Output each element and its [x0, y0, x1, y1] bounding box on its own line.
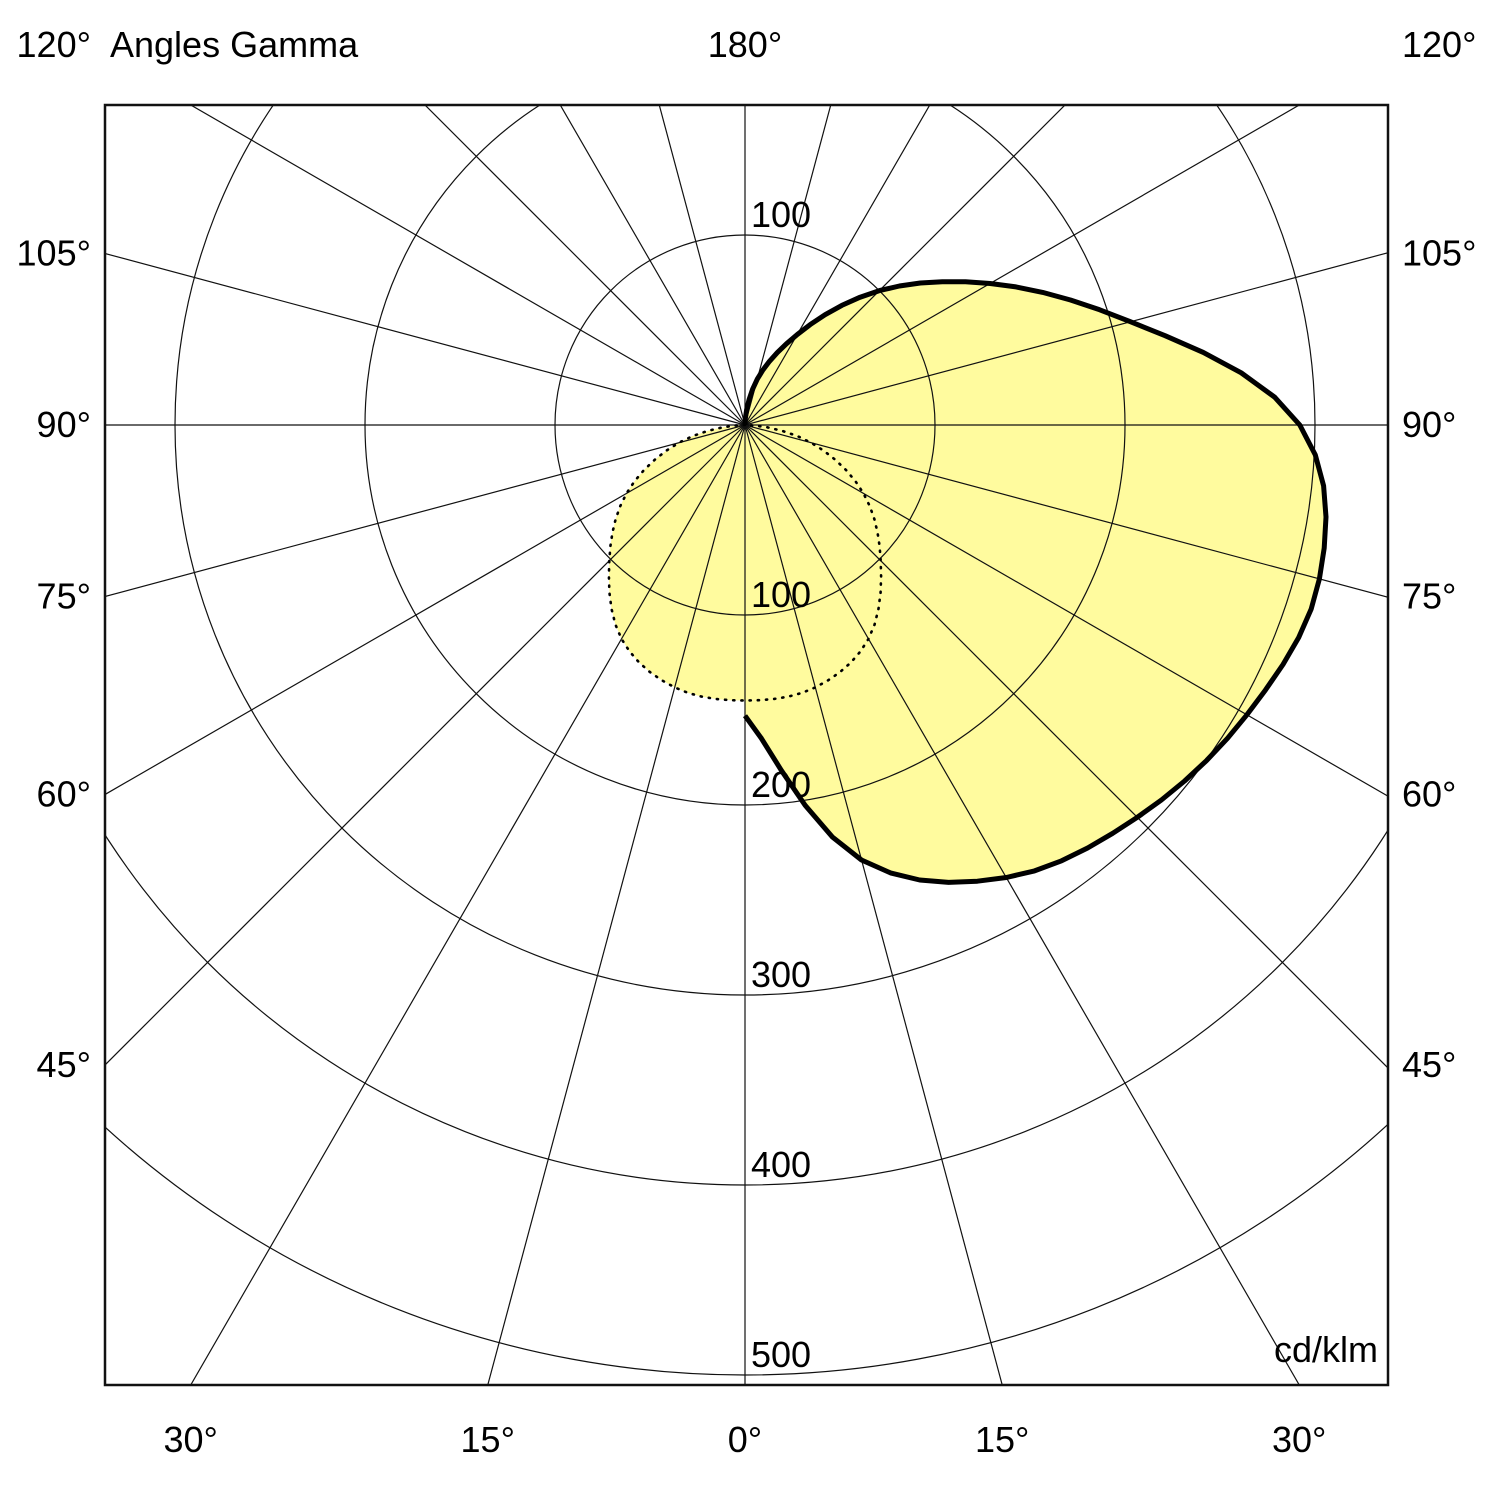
corner-angle-label-left: 120° — [17, 24, 91, 65]
ring-value-label: 100 — [751, 194, 811, 235]
gamma-ray — [744, 105, 931, 426]
gamma-ray — [105, 252, 746, 426]
side-angle-label-left: 60° — [37, 774, 91, 815]
gamma-ray — [744, 424, 1300, 1385]
gamma-ray — [744, 105, 832, 426]
gamma-ray — [744, 424, 1388, 598]
ring-value-label: 500 — [751, 1334, 811, 1375]
side-angle-label-right: 60° — [1402, 774, 1456, 815]
labels: 120° Angles Gamma 180° 120° 105° 105° 90° 90° 75… — [17, 24, 1477, 1460]
solid-beam-fill — [745, 281, 1326, 883]
side-angle-label-left: 90° — [37, 404, 91, 445]
ring-value-label: 300 — [751, 954, 811, 995]
beam-fills — [608, 281, 1326, 883]
bottom-angle-label: 15° — [461, 1419, 515, 1460]
side-angle-label-left: 105° — [17, 233, 91, 274]
chart-frame — [103, 103, 1390, 1387]
ring-value-label: 200 — [751, 764, 811, 805]
gamma-ray — [658, 105, 746, 426]
gamma-ray — [424, 105, 746, 426]
corner-angle-label-right: 120° — [1402, 24, 1476, 65]
chart-title: Angles Gamma — [110, 24, 359, 65]
gamma-ray — [744, 424, 1388, 1069]
bottom-angle-label: 30° — [1272, 1419, 1326, 1460]
gamma-ray — [105, 424, 746, 1066]
unit-label: cd/klm — [1274, 1329, 1378, 1370]
bottom-angle-label: 15° — [975, 1419, 1029, 1460]
side-angle-label-right: 90° — [1402, 404, 1456, 445]
side-angle-label-right: 75° — [1402, 575, 1456, 616]
intensity-curves — [607, 279, 1329, 885]
ring-value-label: 100 — [751, 574, 811, 615]
side-angle-label-left: 75° — [37, 575, 91, 616]
top-angle-label: 180° — [708, 24, 782, 65]
solid-intensity-curve — [742, 279, 1329, 885]
gamma-ray — [105, 424, 746, 796]
gamma-ray — [744, 252, 1388, 426]
bottom-angle-label: 0° — [728, 1419, 762, 1460]
bottom-angle-label: 30° — [164, 1419, 218, 1460]
gamma-ray — [105, 424, 746, 598]
side-angle-label-right: 105° — [1402, 233, 1476, 274]
gamma-ray — [487, 424, 746, 1385]
gamma-ray — [559, 105, 746, 426]
gamma-ray — [190, 424, 746, 1385]
side-angle-label-right: 45° — [1402, 1044, 1456, 1085]
gamma-ray — [189, 105, 746, 426]
ring-value-label: 400 — [751, 1144, 811, 1185]
gamma-ray — [744, 424, 1003, 1385]
gamma-ray — [744, 424, 1388, 797]
side-angle-label-left: 45° — [37, 1044, 91, 1085]
gamma-ray — [744, 105, 1066, 426]
